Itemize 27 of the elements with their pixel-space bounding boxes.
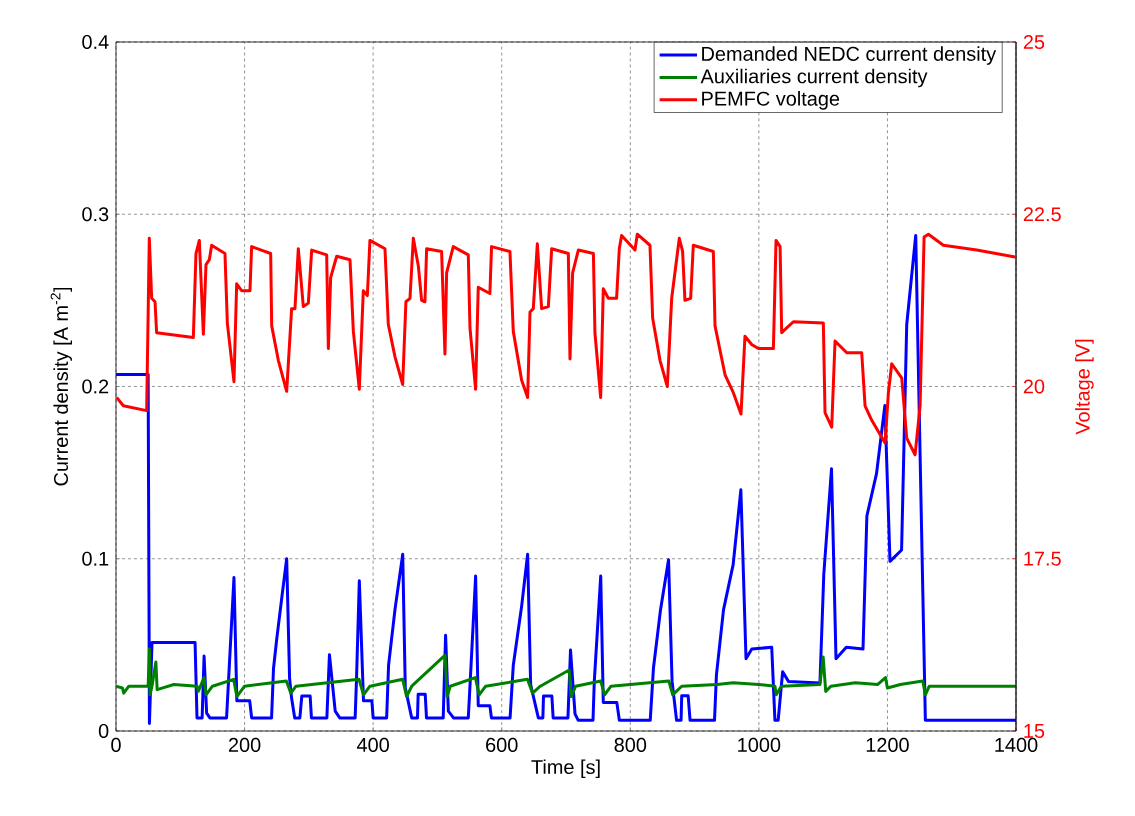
line-series xyxy=(116,232,1017,457)
y2-tick-label: 22.5 xyxy=(1023,207,1061,222)
y-tick-label: 0 xyxy=(98,723,109,739)
x-tick-label: 400 xyxy=(356,737,389,752)
y-axis-title: Current density [A m$^{-2}$] xyxy=(50,287,72,486)
y-tick-label: 0.3 xyxy=(82,207,109,222)
legend-label: Demanded NEDC current density xyxy=(702,46,997,65)
x-tick-label: 800 xyxy=(614,737,647,752)
line-series xyxy=(116,647,1017,699)
x-tick-label: 0 xyxy=(111,737,121,752)
y2-tick-label: 15 xyxy=(1024,724,1045,738)
x-tick-label: 200 xyxy=(228,737,261,752)
y-tick-label: 0.4 xyxy=(82,34,109,50)
y-tick-label: 0.1 xyxy=(82,551,109,566)
line-series xyxy=(116,233,1017,725)
y2-tick-label: 20 xyxy=(1023,379,1045,394)
x-axis-title: Time [s] xyxy=(531,759,600,779)
y-tick-label: 0.2 xyxy=(82,379,109,394)
x-tick-label: 1400 xyxy=(995,737,1038,752)
x-tick-label: 1200 xyxy=(866,737,909,752)
y2-tick-label: 17.5 xyxy=(1024,551,1061,566)
x-tick-label: 600 xyxy=(486,737,518,752)
y2-axis-title: Voltage [V] xyxy=(1075,339,1094,435)
legend-label: PEMFC voltage xyxy=(702,91,840,110)
y2-tick-label: 25 xyxy=(1023,34,1045,50)
x-tick-label: 1000 xyxy=(738,737,781,752)
legend-label: Auxiliaries current density xyxy=(700,68,928,88)
